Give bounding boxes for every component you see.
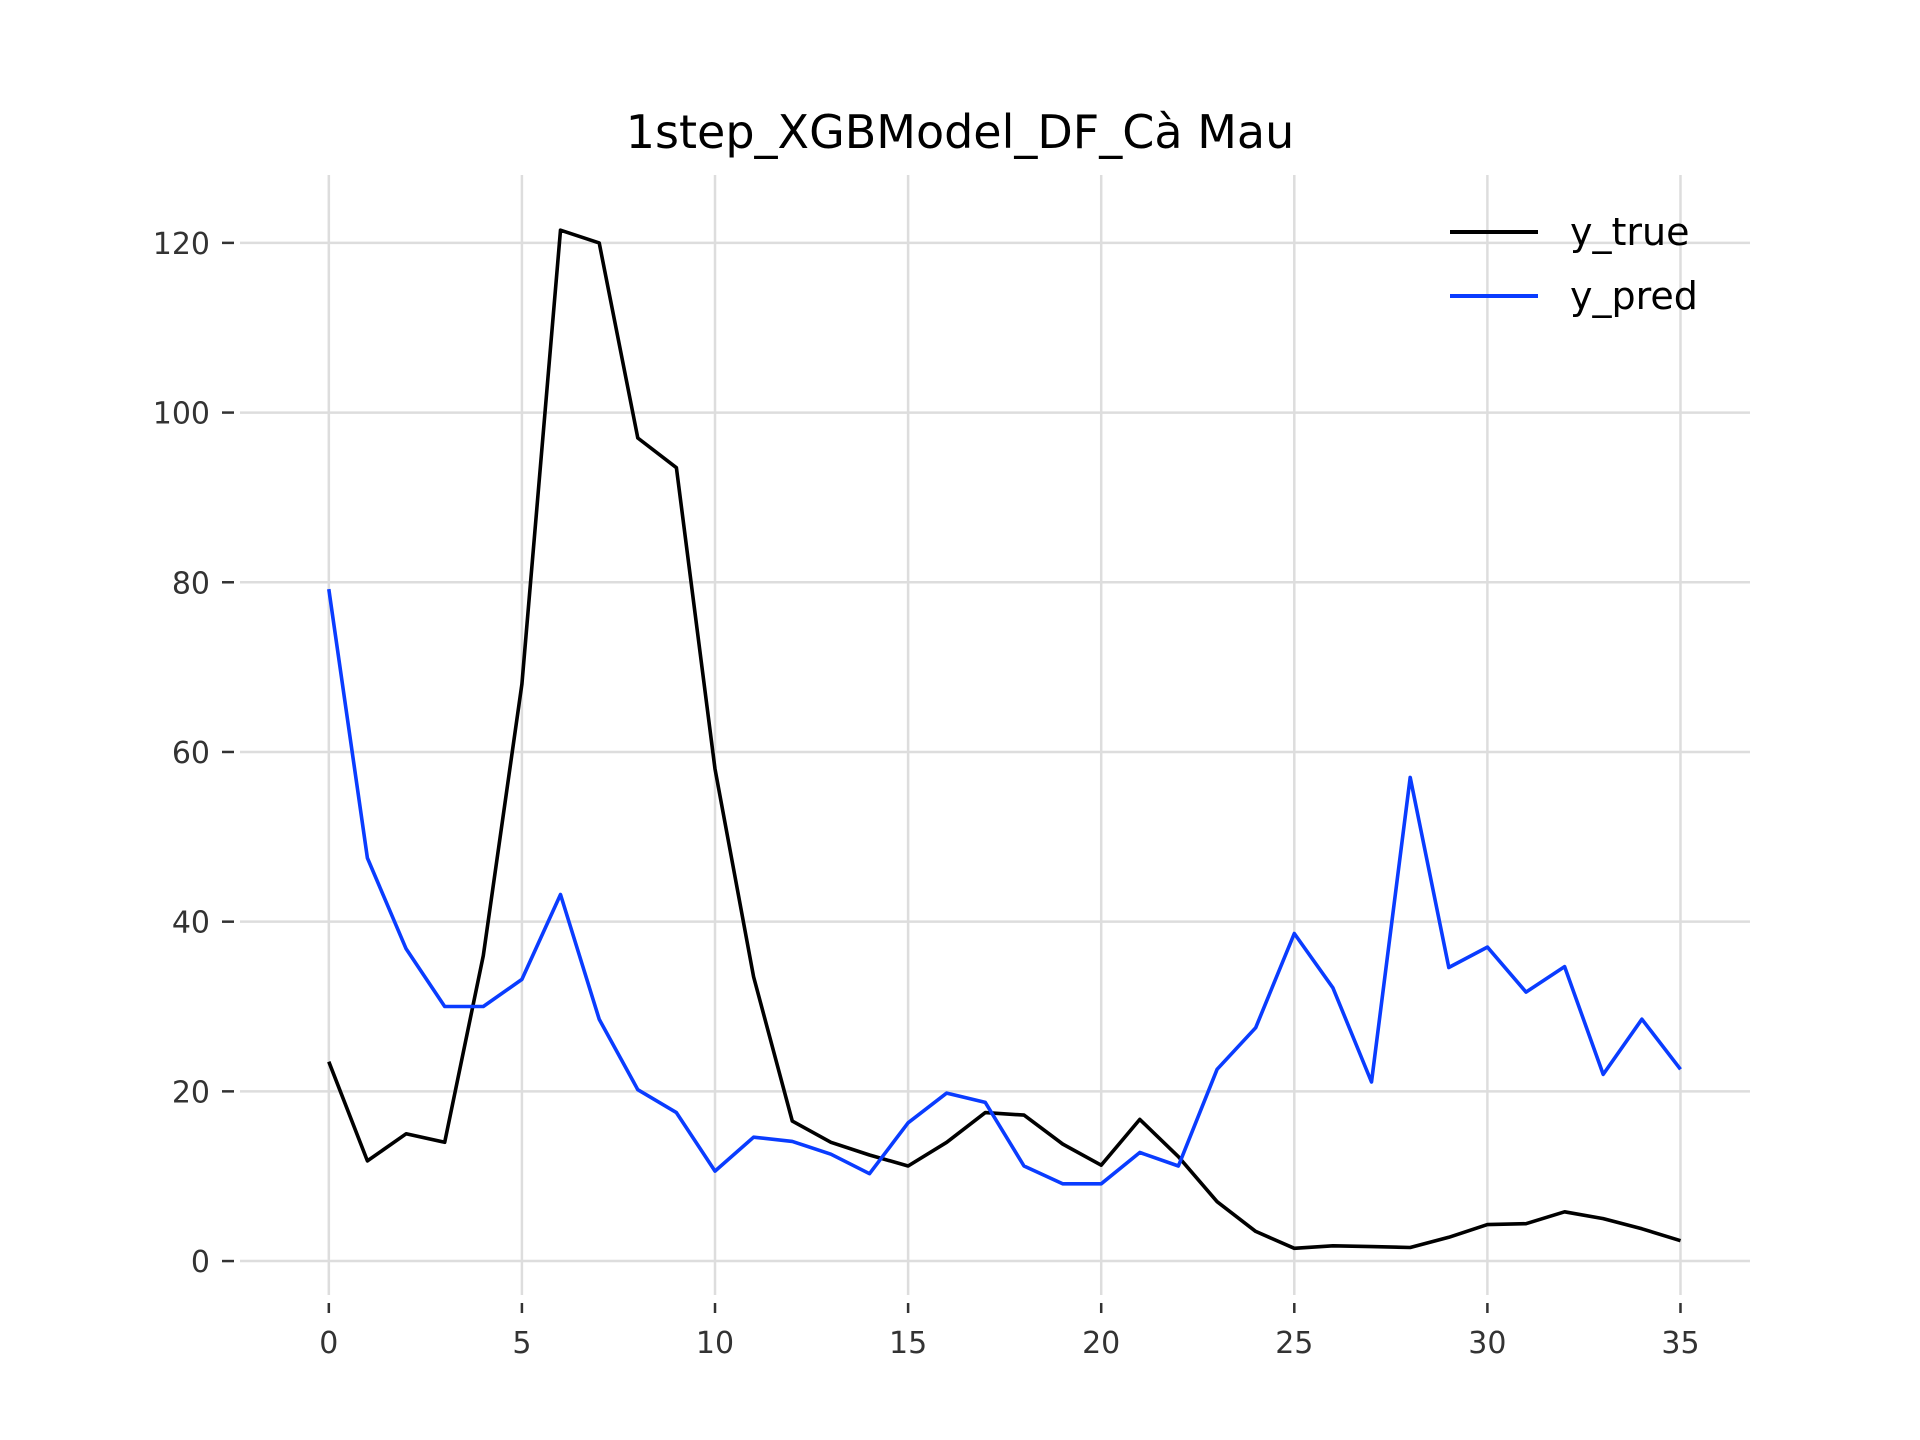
x-tick-label: 25 (1275, 1326, 1313, 1361)
x-tick-label: 20 (1082, 1326, 1120, 1361)
x-tick-label: 5 (512, 1326, 531, 1361)
legend-label-y-true: y_true (1570, 210, 1689, 254)
y-tick-label: 0 (191, 1245, 210, 1280)
chart-title: 1step_XGBModel_DF_Cà Mau (626, 105, 1294, 159)
series-line-y-true (327, 228, 1682, 1251)
legend: y_true y_pred (1450, 210, 1698, 318)
y-tick-label: 60 (172, 736, 210, 771)
y-tick-label: 80 (172, 566, 210, 601)
y-tick-label: 20 (172, 1075, 210, 1110)
y-tick-label: 120 (153, 227, 210, 262)
x-tick-label: 30 (1468, 1326, 1506, 1361)
legend-label-y-pred: y_pred (1570, 274, 1698, 318)
series-line-y-pred (327, 588, 1682, 1186)
axis-ticks: 0 5 10 15 20 25 30 35 0 20 40 60 80 100 120 (153, 227, 1700, 1361)
x-tick-label: 10 (696, 1326, 734, 1361)
y-tick-label: 100 (153, 397, 210, 432)
x-tick-label: 15 (889, 1326, 927, 1361)
y-tick-label: 40 (172, 906, 210, 941)
gridlines (240, 175, 1750, 1295)
x-tick-label: 35 (1661, 1326, 1699, 1361)
x-tick-label: 0 (319, 1326, 338, 1361)
data-series (327, 228, 1682, 1251)
